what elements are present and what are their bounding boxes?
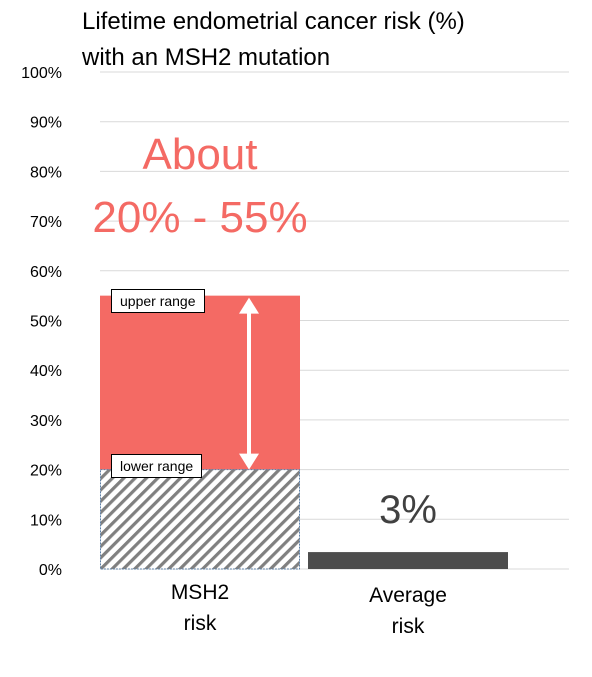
chart-title-line-2: with an MSH2 mutation	[82, 44, 331, 71]
y-tick-label: 80%	[30, 164, 62, 181]
headline-about: About	[142, 130, 258, 179]
bar-msh2-lower-range	[100, 469, 300, 570]
chart-title-line-1: Lifetime endometrial cancer risk (%)	[82, 8, 465, 35]
upper-range-label: upper range	[111, 289, 205, 313]
x-category-msh2-line1: MSH2	[170, 581, 230, 604]
y-tick-label: 40%	[30, 363, 62, 380]
y-tick-label: 0%	[39, 562, 62, 579]
x-category-average-line1: Average	[369, 584, 447, 607]
bar-msh2-upper-range	[100, 295, 300, 470]
y-tick-label: 50%	[30, 314, 62, 331]
bar-average-risk	[308, 552, 508, 569]
range-arrow-head-down	[239, 453, 259, 470]
lower-range-label: lower range	[111, 454, 203, 478]
y-tick-label: 60%	[30, 264, 62, 281]
x-category-msh2-line2: risk	[183, 612, 217, 635]
y-tick-label: 30%	[30, 413, 62, 430]
y-tick-label: 10%	[30, 512, 62, 529]
headline-range: 20% - 55%	[92, 193, 308, 242]
y-tick-label: 70%	[30, 214, 62, 231]
y-tick-label: 20%	[30, 463, 62, 480]
average-value-label: 3%	[379, 488, 437, 532]
y-tick-label: 100%	[21, 65, 62, 82]
range-arrow-head-up	[239, 297, 259, 314]
x-category-average-line2: risk	[391, 615, 425, 638]
y-tick-label: 90%	[30, 115, 62, 132]
